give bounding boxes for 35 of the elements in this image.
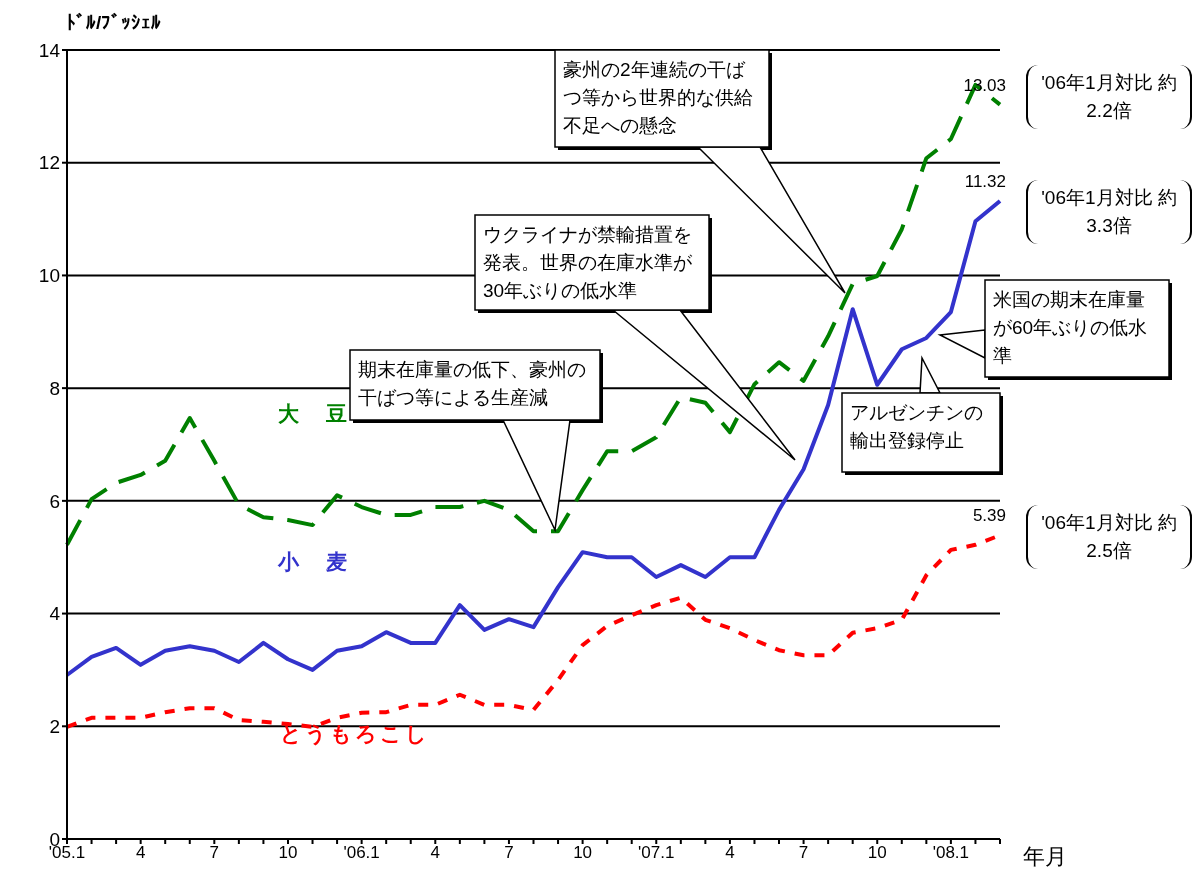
x-tick-label: '08.1 [932, 843, 970, 863]
y-tick-label: 10 [38, 265, 60, 287]
y-tick-label: 8 [49, 377, 60, 399]
x-tick-label: '06.1 [343, 843, 380, 863]
text: '06年1月対比 約2.2倍 [1026, 65, 1192, 129]
y-tick-label: 2 [49, 716, 60, 738]
x-axis-title: 年月 [1023, 843, 1067, 871]
data-label: 13.03 [963, 75, 1006, 95]
x-tick-label: 10 [278, 843, 298, 863]
y-tick-label: 12 [38, 152, 60, 174]
x-tick-label: 4 [135, 843, 146, 863]
y-tick-label: 4 [49, 603, 61, 625]
series-label: とうもろこし [280, 721, 430, 748]
data-label: 5.39 [972, 506, 1006, 526]
x-tick-label: 4 [725, 843, 735, 863]
x-tick-label: 7 [504, 843, 514, 863]
text: '06年1月対比 約2.5倍 [1026, 505, 1192, 569]
data-label: 11.32 [964, 172, 1006, 192]
annotation: アルゼンチンの輸出登録停止 [842, 393, 1000, 472]
x-tick-label: 4 [430, 843, 441, 863]
annotation: 米国の期末在庫量が60年ぶりの低水準 [985, 280, 1169, 377]
x-tick-label: 7 [209, 843, 220, 863]
x-tick-label: 7 [798, 843, 809, 863]
x-tick-label: 10 [867, 843, 887, 863]
text: 大 豆 [278, 401, 350, 427]
annotation: ウクライナが禁輸措置を発表。世界の在庫水準が30年ぶりの低水準 [475, 215, 709, 311]
y-tick-label: 6 [49, 490, 60, 512]
annotation: 豪州の2年連続の干ばつ等から世界的な供給不足への懸念 [555, 50, 769, 147]
x-tick-label: '07.1 [638, 843, 675, 863]
annotation: 期末在庫量の低下、豪州の干ばつ等による生産減 [350, 350, 600, 420]
x-tick-label: 10 [573, 843, 593, 863]
y-tick-label: 14 [38, 39, 61, 61]
y-axis-title: ﾄﾞﾙ/ﾌﾞｯｼｪﾙ [66, 12, 162, 34]
text: 小 麦 [278, 549, 350, 575]
text: '06年1月対比 約3.3倍 [1026, 180, 1192, 244]
